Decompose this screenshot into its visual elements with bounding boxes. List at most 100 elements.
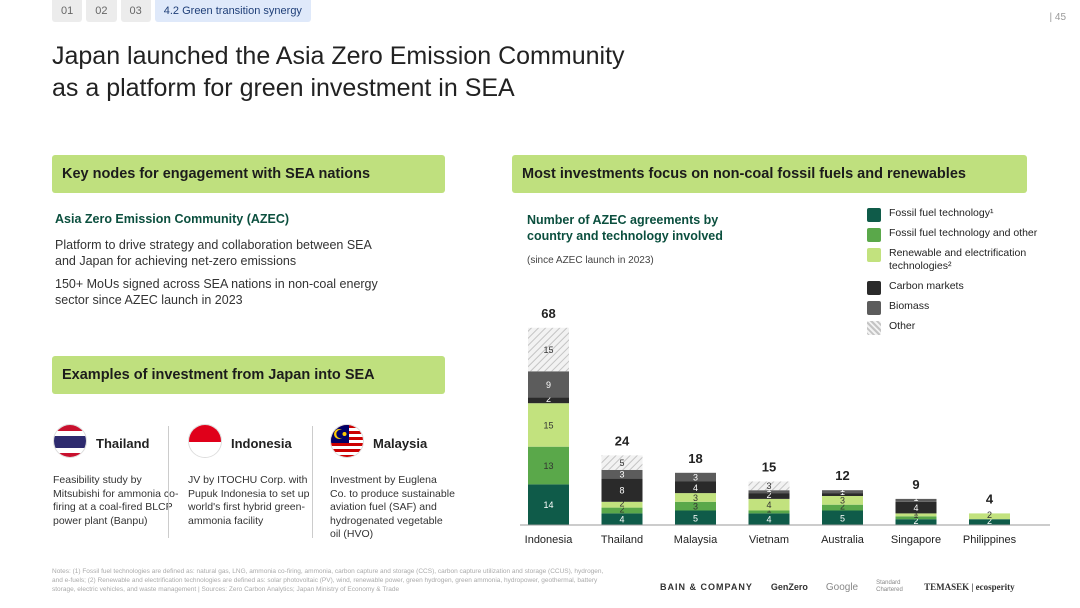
bar-value-label: 2 <box>619 499 624 509</box>
band-investments: Most investments focus on non-coal fossi… <box>512 155 1027 193</box>
bar-value-label: 13 <box>543 461 553 471</box>
bar-value-label: 2 <box>619 504 624 514</box>
category-label: Indonesia <box>525 534 574 546</box>
legend-swatch <box>867 281 881 295</box>
azec-title: Asia Zero Emission Community (AZEC) <box>55 212 290 226</box>
bar-value-label: 5 <box>619 458 624 468</box>
bar-segment-biomass <box>748 490 790 494</box>
bar-segment-carbon <box>601 478 643 502</box>
legend-item-renewable: Renewable and electrification technologi… <box>867 247 1072 273</box>
bar-value-label: 15 <box>543 345 553 355</box>
azec-mous: 150+ MoUs signed across SEA nations in n… <box>55 277 378 307</box>
logo-temasek: TEMASEK | ecosperity <box>924 582 1015 592</box>
legend-label: Fossil fuel technology¹ <box>889 207 994 219</box>
bar-value-label: 4 <box>766 515 771 525</box>
bar-segment-fossil <box>528 484 569 525</box>
category-label: Australia <box>821 534 865 546</box>
bar-value-label: 4 <box>766 500 771 510</box>
bar-segment-biomass <box>528 371 569 398</box>
bar-segment-fossil_other <box>748 510 790 514</box>
category-label: Vietnam <box>749 534 789 546</box>
bar-value-label: 8 <box>619 486 624 496</box>
bar-value-label: 3 <box>840 496 845 506</box>
legend-item-fossil-other: Fossil fuel technology and other <box>867 227 1072 242</box>
bar-value-label: 5 <box>693 513 698 523</box>
tab-02[interactable]: 02 <box>86 0 117 22</box>
bar-segment-carbon <box>822 493 863 496</box>
bar-segment-fossil <box>969 519 1010 525</box>
malaysia-flag-icon <box>330 424 364 458</box>
country-name: Thailand <box>96 436 150 451</box>
chart-subtitle: (since AZEC launch in 2023) <box>527 255 654 266</box>
legend-item-carbon-markets: Carbon markets <box>867 280 1072 295</box>
bar-value-label: 3 <box>693 493 698 503</box>
legend-label: Fossil fuel technology and other <box>889 227 1038 239</box>
category-label: Philippines <box>963 534 1017 546</box>
legend-swatch <box>867 228 881 242</box>
chart-legend: Fossil fuel technology¹ Fossil fuel tech… <box>867 207 1072 340</box>
bar-value-label: 3 <box>766 481 771 491</box>
bar-value-label: 1 <box>913 493 918 503</box>
band-examples: Examples of investment from Japan into S… <box>52 356 445 394</box>
bar-total-label: 18 <box>688 451 702 466</box>
bar-value-label: 2 <box>987 510 992 520</box>
bar-value-label: 1 <box>840 484 845 494</box>
bar-segment-biomass <box>822 490 863 494</box>
bar-total-label: 4 <box>986 491 994 506</box>
bar-segment-fossil <box>822 510 863 525</box>
bar-total-label: 24 <box>615 433 630 448</box>
footnotes: Notes: (1) Fossil fuel technologies are … <box>52 568 604 593</box>
bar-value-label: 3 <box>693 502 698 512</box>
tab-01[interactable]: 01 <box>52 0 83 22</box>
category-label: Thailand <box>601 534 643 546</box>
legend-label: Other <box>889 320 916 332</box>
bar-segment-fossil <box>895 519 937 525</box>
legend-swatch <box>867 321 881 335</box>
bar-value-label: 2 <box>766 490 771 500</box>
bar-segment-other <box>528 327 569 372</box>
page-title: Japan launched the Asia Zero Emission Co… <box>52 42 625 102</box>
bar-segment-other <box>601 455 643 470</box>
category-label: Singapore <box>891 534 941 546</box>
bar-segment-renewable <box>748 498 790 511</box>
category-label: Malaysia <box>674 534 718 546</box>
divider <box>168 426 169 538</box>
bar-segment-carbon <box>748 493 790 499</box>
bar-segment-renewable <box>969 513 1010 520</box>
bar-value-label: 2 <box>987 516 992 526</box>
bar-total-label: 9 <box>912 477 919 492</box>
bar-segment-fossil <box>675 510 716 525</box>
bar-segment-fossil <box>748 513 790 525</box>
bar-segment-other <box>748 481 790 491</box>
country-name: Malaysia <box>373 436 428 451</box>
bar-segment-carbon <box>675 481 716 494</box>
legend-item-biomass: Biomass <box>867 300 1072 315</box>
azec-description: Platform to drive strategy and collabora… <box>55 238 372 268</box>
stacked-bar-chart: 141315291568Indonesia42283524Thailand533… <box>520 306 1050 546</box>
legend-label: Renewable and electrification technologi… <box>889 247 1027 272</box>
bar-segment-fossil_other <box>601 507 643 514</box>
legend-swatch <box>867 208 881 222</box>
bar-value-label: 15 <box>543 420 553 430</box>
bar-segment-biomass <box>895 498 937 502</box>
bar-value-label: 4 <box>913 503 918 513</box>
bar-segment-fossil_other <box>822 504 863 511</box>
bar-total-label: 68 <box>541 306 555 321</box>
bar-segment-carbon <box>895 501 937 514</box>
bar-segment-fossil <box>601 513 643 525</box>
bar-segment-carbon <box>528 397 569 404</box>
bar-total-label: 15 <box>762 460 776 475</box>
country-description: Investment by Euglena Co. to produce sus… <box>330 474 455 540</box>
country-description: Feasibility study by Mitsubishi for ammo… <box>53 474 179 527</box>
thailand-flag-icon <box>53 424 87 458</box>
tab-03[interactable]: 03 <box>120 0 151 22</box>
bar-segment-renewable <box>675 493 716 502</box>
tab-active-section[interactable]: 4.2 Green transition synergy <box>154 0 311 22</box>
logo-standard-chartered: Standard Chartered <box>876 580 903 593</box>
bar-segment-renewable <box>895 513 937 517</box>
bar-segment-biomass <box>601 469 643 479</box>
bar-value-label: 4 <box>619 515 624 525</box>
bar-value-label: 3 <box>619 470 624 480</box>
page-number: | 45 <box>1049 12 1067 23</box>
bar-value-label: 3 <box>693 473 698 483</box>
